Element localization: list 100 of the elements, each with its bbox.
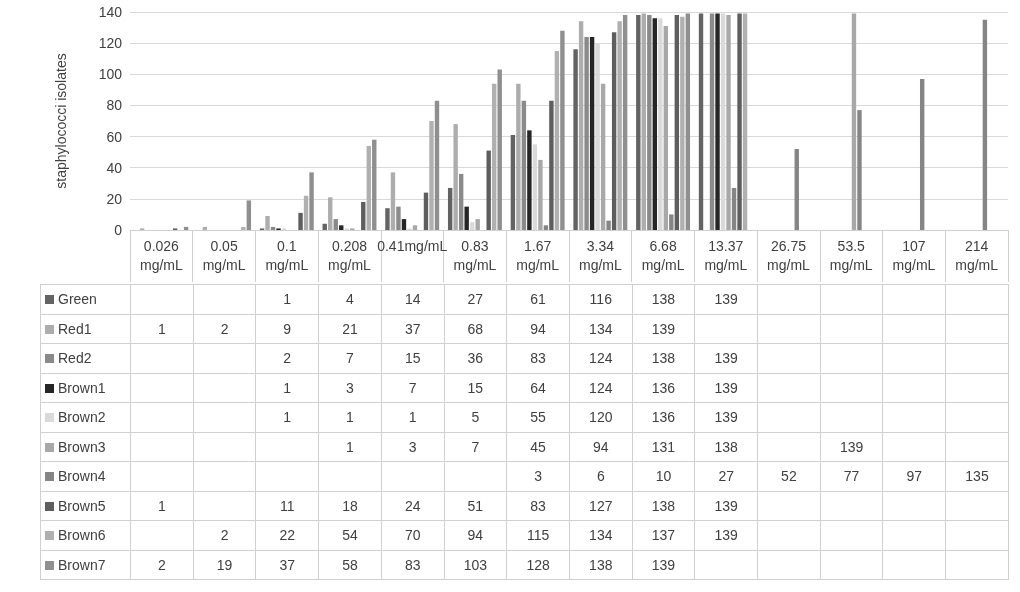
bar <box>919 78 925 230</box>
y-tick-label: 80 <box>106 97 123 114</box>
data-label: 128 <box>506 550 570 580</box>
bar <box>265 215 270 230</box>
bar <box>464 206 469 230</box>
data-label: 10 <box>632 461 695 491</box>
data-label: 18 <box>318 491 382 521</box>
data-label: 1 <box>255 373 319 403</box>
data-label: 2 <box>193 520 256 550</box>
bar <box>573 49 578 230</box>
data-label: 1 <box>381 402 445 432</box>
data-label: 136 <box>632 373 695 403</box>
legend-label: Green <box>40 284 131 314</box>
data-label: 4 <box>318 284 382 314</box>
data-label: 1 <box>255 284 319 314</box>
data-label: 115 <box>506 520 570 550</box>
bar <box>246 200 252 230</box>
bar <box>554 50 560 230</box>
x-tick-label: 6.68 mg/mL <box>641 237 685 273</box>
data-label: 58 <box>318 550 382 580</box>
legend-label: Brown5 <box>40 491 131 521</box>
data-label: 1 <box>130 314 194 344</box>
bar <box>241 226 246 230</box>
data-label: 138 <box>632 491 695 521</box>
data-label: 36 <box>444 343 507 373</box>
data-label: 1 <box>318 432 382 462</box>
data-label: 120 <box>569 402 633 432</box>
data-label: 138 <box>569 550 633 580</box>
data-label: 37 <box>381 314 445 344</box>
data-label: 21 <box>318 314 382 344</box>
bar <box>578 21 584 230</box>
legend-label: Brown4 <box>40 461 131 491</box>
y-tick-label: 60 <box>106 128 123 145</box>
bar <box>698 13 704 230</box>
x-tick-label: 107 mg/mL <box>892 237 936 273</box>
data-label: 139 <box>694 491 758 521</box>
bar <box>423 192 429 230</box>
bar <box>794 149 799 230</box>
legend-label: Brown6 <box>40 520 131 550</box>
x-tick-label: 0.1 mg/mL <box>265 237 309 273</box>
data-label: 139 <box>632 314 695 344</box>
bar <box>298 212 303 230</box>
bar <box>560 30 565 230</box>
bar <box>622 15 628 230</box>
data-label: 15 <box>444 373 507 403</box>
data-label: 103 <box>444 550 507 580</box>
data-label: 3 <box>381 432 445 462</box>
data-label: 3 <box>318 373 382 403</box>
data-label: 139 <box>694 402 758 432</box>
bar <box>447 187 453 230</box>
bar <box>680 16 685 230</box>
bar <box>510 135 516 230</box>
bar <box>328 197 333 230</box>
data-label: 68 <box>444 314 507 344</box>
bar <box>674 15 680 230</box>
bar <box>636 15 641 230</box>
x-tick-label: 0.026 mg/mL <box>139 237 183 273</box>
data-label: 5 <box>444 402 507 432</box>
y-tick-label: 0 <box>114 222 123 238</box>
bar <box>396 206 401 230</box>
y-tick-label: 100 <box>98 66 123 83</box>
bar <box>685 13 691 230</box>
data-label: 116 <box>569 284 633 314</box>
x-tick-label: 53.5 mg/mL <box>829 237 873 273</box>
bar <box>333 219 338 230</box>
data-label: 138 <box>632 284 695 314</box>
bar <box>401 219 407 230</box>
bar <box>652 18 658 230</box>
data-label: 139 <box>694 520 758 550</box>
bar <box>709 13 715 230</box>
data-label: 138 <box>694 432 758 462</box>
legend-label: Brown1 <box>40 373 131 403</box>
data-label: 2 <box>193 314 256 344</box>
bar <box>611 32 617 230</box>
bar <box>527 130 532 230</box>
data-label: 135 <box>945 461 1009 491</box>
data-label: 2 <box>130 550 194 580</box>
bar <box>486 150 491 230</box>
data-label: 94 <box>506 314 570 344</box>
data-label: 11 <box>255 491 319 521</box>
bar <box>669 214 674 230</box>
data-label: 138 <box>632 343 695 373</box>
data-label: 94 <box>569 432 633 462</box>
y-axis-title: staphylococci isolates <box>53 53 69 189</box>
data-label: 139 <box>694 343 758 373</box>
bar <box>434 100 440 230</box>
bar <box>538 159 543 230</box>
x-tick-label: 26.75 mg/mL <box>767 237 811 273</box>
bar <box>458 173 464 230</box>
data-label: 27 <box>444 284 507 314</box>
bar <box>543 225 549 230</box>
data-label: 124 <box>569 343 633 373</box>
bar <box>606 220 611 230</box>
data-label: 3 <box>506 461 570 491</box>
data-label: 1 <box>255 402 319 432</box>
data-label: 55 <box>506 402 570 432</box>
data-label: 61 <box>506 284 570 314</box>
legend-label: Brown7 <box>40 550 131 580</box>
bar <box>390 172 396 230</box>
bar <box>726 15 731 230</box>
